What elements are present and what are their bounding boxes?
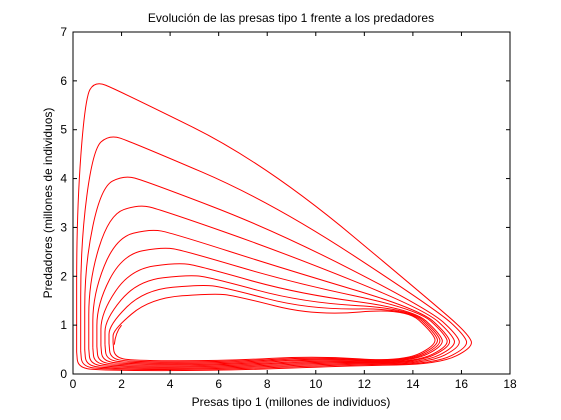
y-tick-label: 3: [60, 220, 67, 234]
y-tick-label: 4: [60, 172, 67, 186]
x-tick-label: 2: [118, 377, 125, 391]
x-tick-label: 12: [358, 377, 372, 391]
trajectory-loop: [100, 263, 443, 365]
y-tick-label: 0: [60, 367, 67, 381]
y-axis-label: Predadores (millones de individuos): [41, 108, 55, 299]
x-tick-label: 4: [167, 377, 174, 391]
trajectory-loop: [112, 293, 436, 362]
y-axis: 0 1 2 3 4 5 6 7: [60, 25, 510, 381]
trajectory-loop: [96, 247, 448, 366]
x-axis-label: Presas tipo 1 (millones de individuos): [192, 395, 391, 409]
x-tick-label: 6: [215, 377, 222, 391]
y-tick-label: 7: [60, 25, 67, 39]
y-tick-label: 6: [60, 74, 67, 88]
trajectory-loop: [88, 205, 455, 368]
trajectory-loop: [80, 136, 468, 370]
trajectory-loop: [76, 83, 472, 372]
x-tick-label: 10: [309, 377, 323, 391]
trajectory-loop: [92, 229, 451, 367]
trajectory-loop: [104, 275, 441, 364]
trajectory-loop: [108, 284, 438, 363]
x-tick-label: 14: [406, 377, 420, 391]
trajectory-layer: [76, 83, 472, 372]
x-axis: 0 2 4 6 8 10 12 14 16 18: [70, 32, 517, 391]
y-tick-label: 5: [60, 123, 67, 137]
x-tick-label: 18: [503, 377, 517, 391]
trajectory-start: [113, 324, 122, 345]
chart-title: Evolución de las presas tipo 1 frente a …: [148, 11, 434, 25]
x-tick-label: 0: [70, 377, 77, 391]
x-tick-label: 8: [264, 377, 271, 391]
y-tick-label: 2: [60, 269, 67, 283]
x-tick-label: 16: [455, 377, 469, 391]
y-tick-label: 1: [60, 318, 67, 332]
trajectory-loop: [84, 176, 460, 369]
